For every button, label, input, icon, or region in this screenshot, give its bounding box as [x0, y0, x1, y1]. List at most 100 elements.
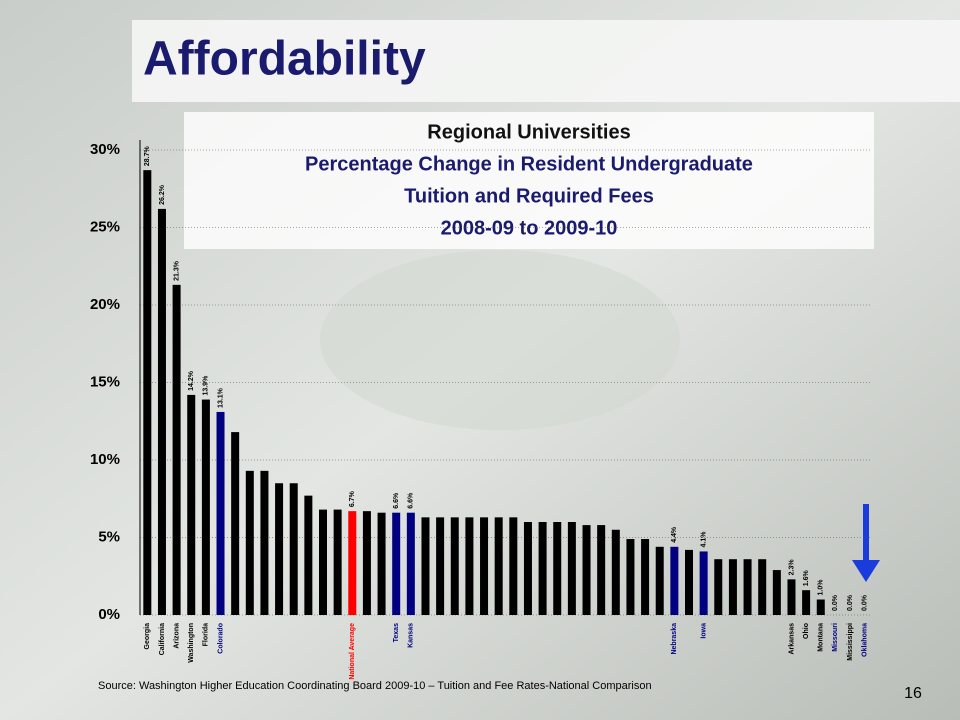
bar [319, 509, 327, 615]
bar [480, 517, 489, 615]
bar [436, 517, 445, 615]
x-tick-label: Texas [393, 623, 400, 642]
bar [201, 399, 210, 615]
chart-title: Regional Universities [427, 121, 630, 143]
value-label: 21.3% [173, 260, 180, 281]
bar [670, 546, 679, 615]
chart-title: 2008-09 to 2009-10 [441, 217, 618, 239]
bar [289, 483, 298, 615]
bill-decoration [320, 250, 680, 430]
title-band [132, 20, 960, 102]
y-tick-label: 15% [90, 373, 120, 390]
bar [275, 483, 284, 615]
x-tick-label: Colorado [217, 623, 224, 654]
value-label: 0.0% [847, 594, 854, 611]
bar [450, 517, 459, 615]
value-label: 6.6% [393, 492, 400, 509]
source: Source: Washington Higher Education Coor… [98, 680, 652, 692]
bar [641, 539, 650, 615]
value-label: 4.1% [700, 531, 707, 548]
y-tick-label: 0% [98, 606, 120, 623]
bar [348, 511, 357, 615]
x-tick-label: Mississippi [847, 623, 854, 661]
value-label: 1.0% [818, 579, 825, 596]
bar [655, 546, 664, 615]
chart-title: Percentage Change in Resident Undergradu… [305, 153, 753, 175]
bar [187, 394, 196, 615]
slide-title: Affordability [143, 33, 426, 86]
bar [494, 517, 503, 615]
bar [245, 470, 254, 615]
value-label: 13.1% [217, 387, 224, 408]
x-tick-label: Oklahoma [862, 623, 869, 657]
chart-title-box [184, 112, 874, 249]
value-label: 0.0% [832, 594, 839, 611]
x-tick-label: Georgia [144, 623, 151, 650]
bar [143, 170, 152, 615]
bar [362, 511, 371, 615]
bar [304, 495, 313, 615]
x-tick-label: Montana [818, 623, 825, 652]
bar [567, 522, 576, 615]
bar [392, 512, 401, 615]
bar [743, 559, 752, 615]
bar [406, 512, 415, 615]
bar [421, 517, 430, 615]
bar [538, 522, 547, 615]
bar [597, 525, 606, 615]
bar [216, 411, 225, 615]
bar [157, 208, 166, 615]
bar [231, 432, 240, 615]
x-tick-label: Nebraska [671, 623, 678, 655]
bar [509, 517, 518, 615]
bar [816, 599, 825, 615]
x-tick-label: Arkansas [788, 623, 795, 655]
bar [699, 551, 708, 615]
x-tick-label: Arizona [173, 623, 180, 649]
bar [685, 549, 693, 615]
bar [611, 529, 620, 615]
value-label: 26.2% [159, 184, 166, 205]
bar [553, 522, 562, 615]
bar [787, 579, 796, 615]
x-tick-label: National Average [349, 623, 356, 680]
bar [523, 522, 532, 615]
x-tick-label: Missouri [832, 623, 839, 652]
bar [714, 559, 723, 615]
value-label: 6.7% [349, 490, 356, 507]
y-tick-label: 25% [90, 218, 120, 235]
value-label: 13.9% [203, 375, 210, 396]
bar [626, 539, 635, 615]
y-tick-label: 10% [90, 451, 120, 468]
x-tick-label: Ohio [803, 623, 810, 639]
y-tick-label: 5% [98, 528, 120, 545]
chart-title: Tuition and Required Fees [404, 185, 654, 207]
value-label: 4.4% [671, 526, 678, 543]
x-tick-label: Iowa [700, 623, 707, 639]
value-label: 6.6% [408, 492, 415, 509]
value-label: 14.2% [188, 370, 195, 391]
bar [728, 559, 737, 615]
bar [172, 284, 181, 615]
value-label: 28.7% [144, 146, 151, 167]
value-label: 0.0% [862, 594, 869, 611]
bar [758, 559, 767, 615]
x-tick-label: California [159, 623, 166, 655]
x-tick-label: Kansas [408, 623, 415, 648]
page-number: 16 [904, 685, 922, 702]
value-label: 1.6% [803, 569, 810, 586]
x-tick-label: Washington [188, 623, 195, 663]
bar [802, 590, 811, 615]
bar [772, 570, 781, 615]
bar [333, 509, 342, 615]
arrow-head [852, 560, 880, 582]
y-tick-label: 30% [90, 141, 120, 158]
bar [260, 470, 269, 615]
bar [465, 517, 474, 615]
value-label: 2.3% [788, 559, 795, 576]
bar [582, 525, 591, 615]
y-tick-label: 20% [90, 296, 120, 313]
x-tick-label: Florida [203, 623, 210, 646]
